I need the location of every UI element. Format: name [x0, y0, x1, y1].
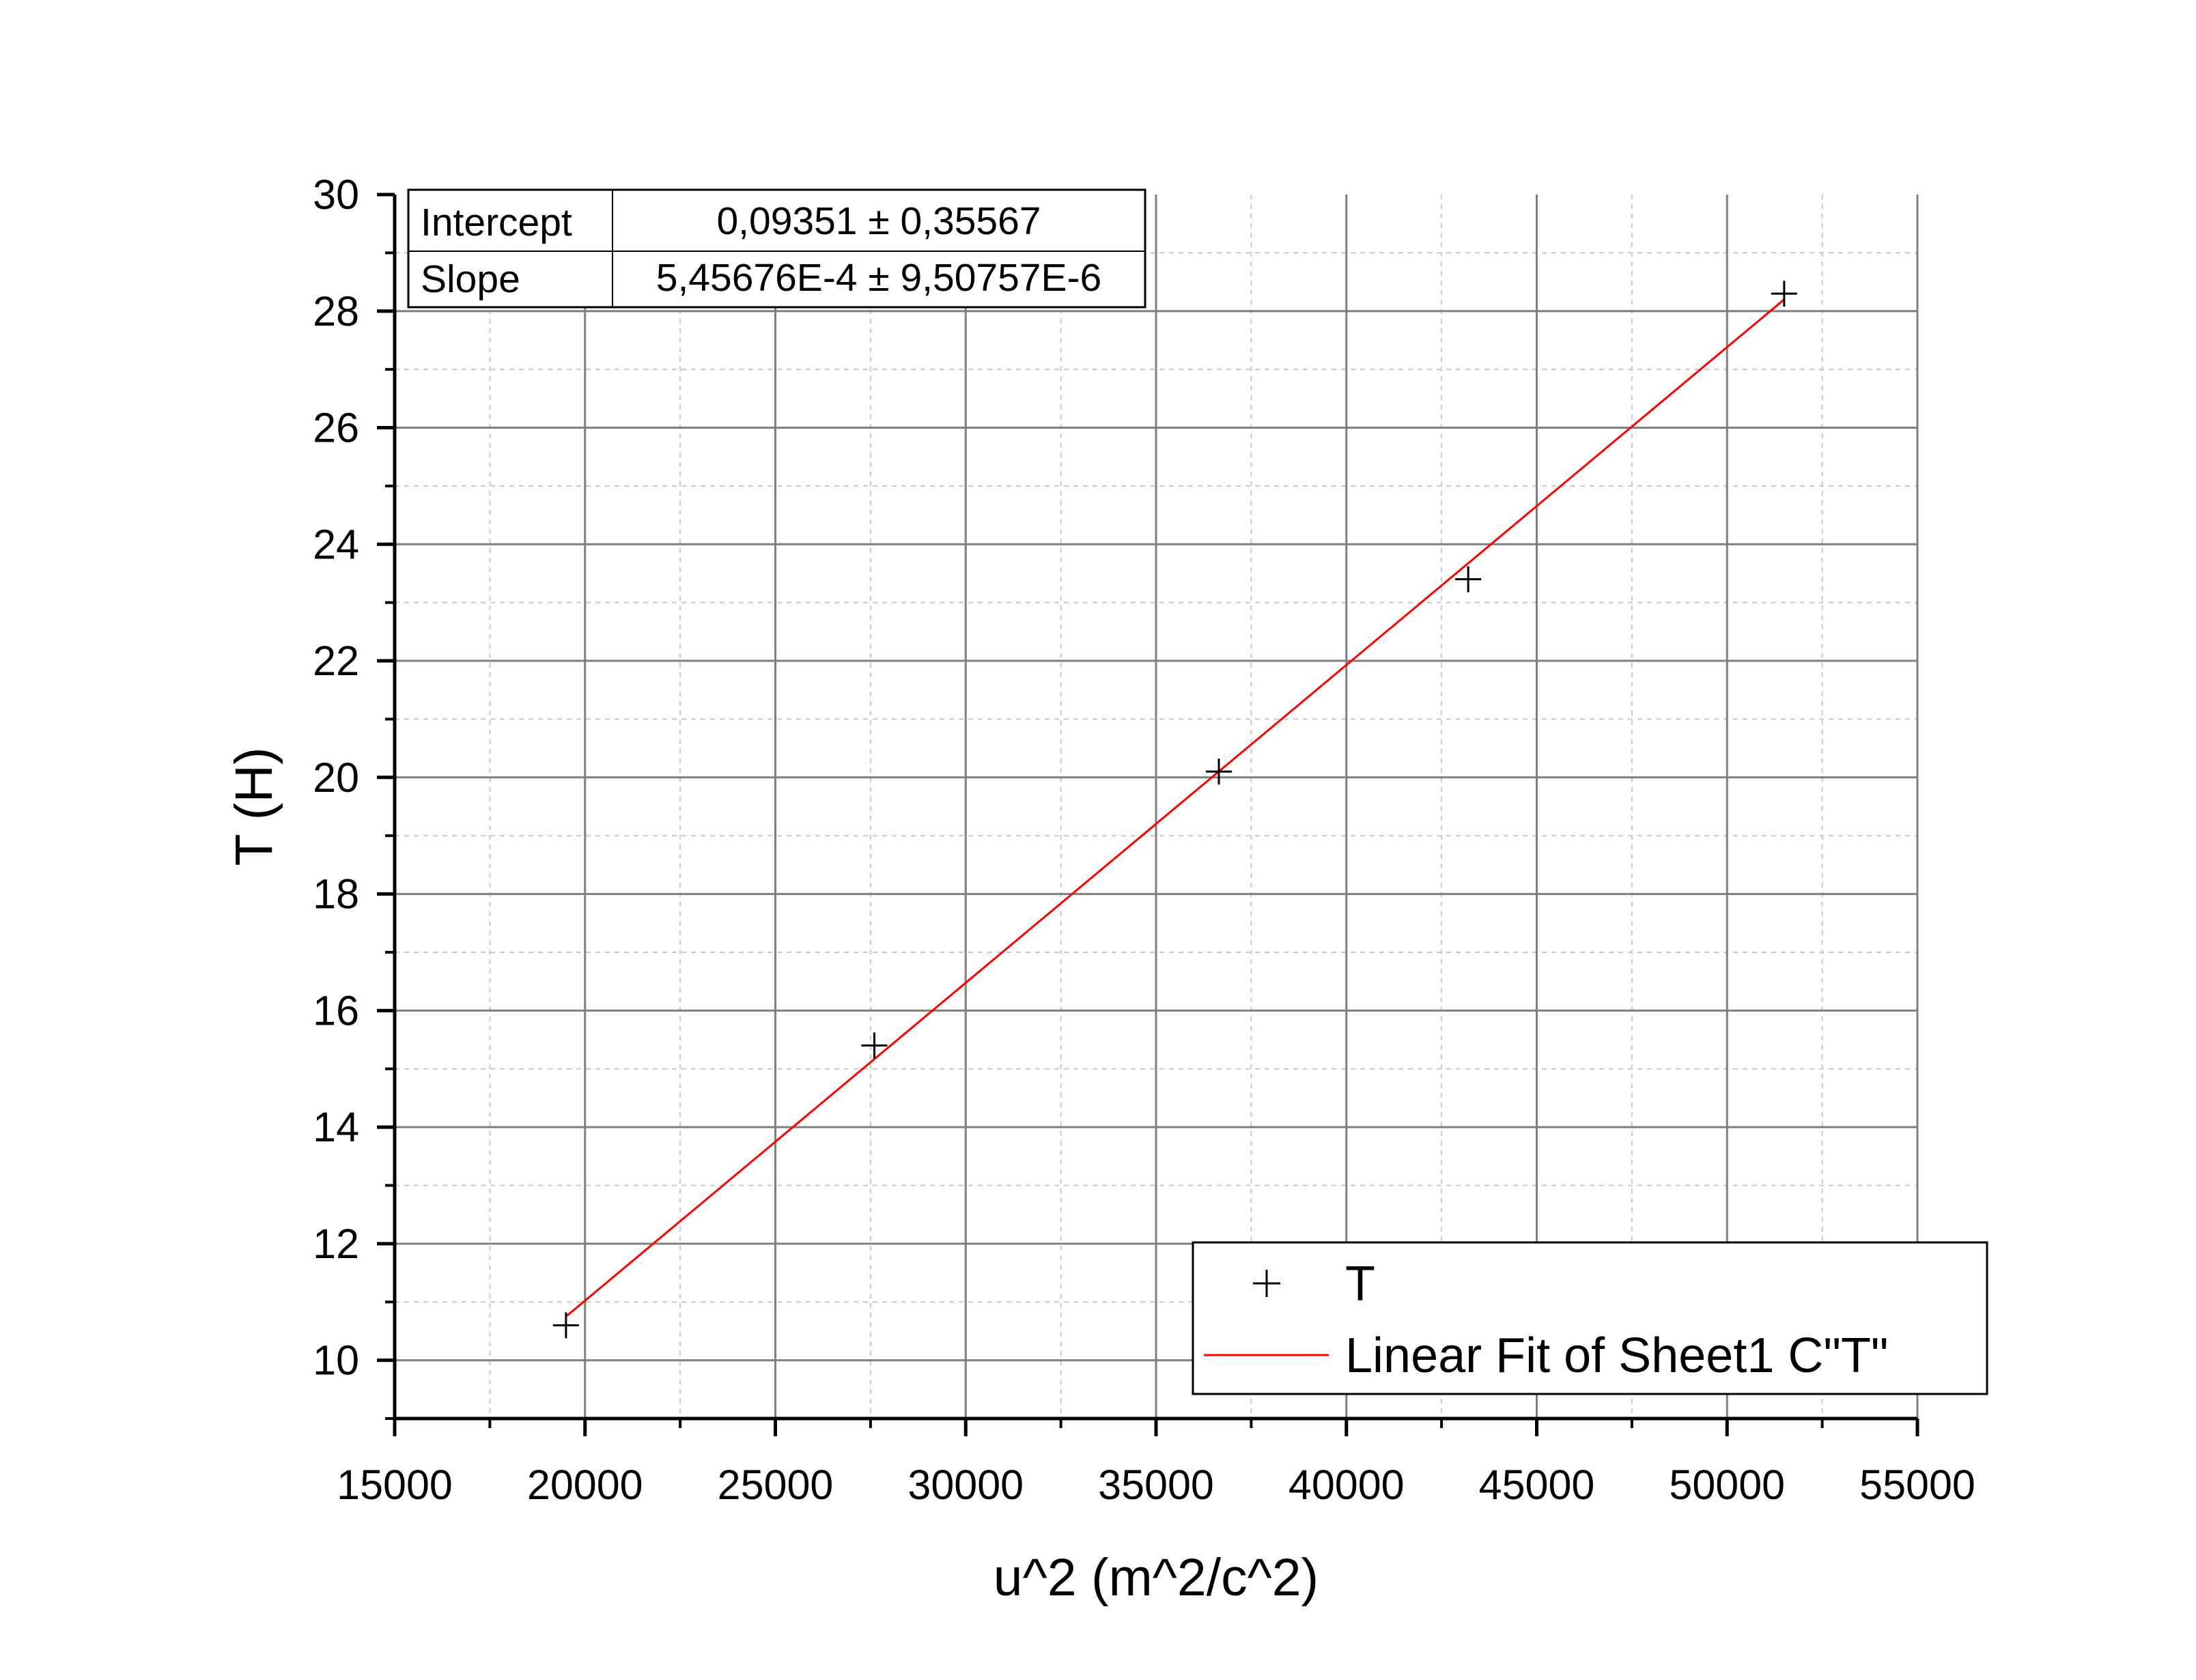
- legend-marker-plus: [1253, 1270, 1280, 1297]
- stats-label: Slope: [421, 257, 520, 301]
- x-tick-label: 30000: [907, 1462, 1024, 1508]
- fit-stats-table: Intercept 0,09351 ± 0,35567 Slope 5,45676E-…: [407, 188, 1146, 309]
- x-tick-label: 35000: [1098, 1462, 1214, 1508]
- data-point-plus: [1205, 758, 1232, 785]
- stats-value: 0,09351 ± 0,35567: [716, 199, 1041, 243]
- y-tick-label: 24: [313, 521, 359, 567]
- legend: T Linear Fit of Sheet1 C"T": [1192, 1241, 1988, 1395]
- y-axis-title: T (H): [225, 748, 283, 866]
- y-tick-label: 22: [313, 638, 359, 684]
- y-tick-label: 14: [313, 1104, 359, 1150]
- x-tick-label: 20000: [527, 1462, 643, 1508]
- x-tick-label: 45000: [1479, 1462, 1595, 1508]
- ticks: 15000 20000 25000 30000 35000 40000 45000 50000…: [313, 171, 1975, 1508]
- data-point-plus: [1771, 281, 1797, 307]
- legend-label-fit: Linear Fit of Sheet1 C"T": [1345, 1328, 1888, 1383]
- y-tick-label: 10: [313, 1337, 359, 1384]
- y-tick-label: 16: [313, 987, 359, 1034]
- y-tick-label: 28: [313, 288, 359, 334]
- x-tick-label: 50000: [1669, 1462, 1785, 1508]
- fit-line: [565, 298, 1785, 1318]
- stats-value: 5,45676E-4 ± 9,50757E-6: [656, 256, 1101, 300]
- x-tick-label: 15000: [337, 1462, 453, 1508]
- stats-label: Intercept: [421, 201, 572, 244]
- series: [552, 281, 1797, 1339]
- y-tick-label: 12: [313, 1221, 359, 1267]
- x-axis-title: u^2 (m^2/c^2): [994, 1548, 1319, 1607]
- x-tick-label: 25000: [718, 1462, 834, 1508]
- y-tick-label: 26: [313, 405, 359, 451]
- legend-border: [1192, 1241, 1988, 1395]
- grid: [395, 195, 1919, 1419]
- legend-label-points: T: [1345, 1257, 1375, 1311]
- data-point-plus: [1455, 566, 1482, 593]
- y-tick-label: 30: [313, 171, 359, 218]
- x-tick-label: 55000: [1859, 1462, 1975, 1508]
- data-point-plus: [861, 1032, 888, 1059]
- x-tick-label: 40000: [1289, 1462, 1405, 1508]
- stats-table-border: [407, 188, 1146, 309]
- y-tick-label: 18: [313, 871, 359, 917]
- y-tick-label: 20: [313, 754, 359, 801]
- data-point-plus: [552, 1312, 579, 1339]
